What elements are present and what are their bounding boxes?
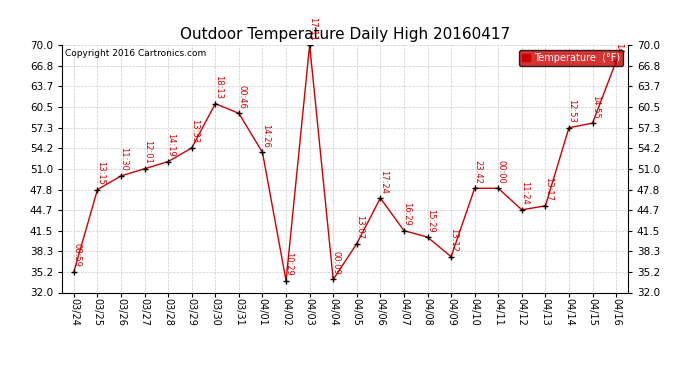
Text: 00:46: 00:46	[237, 85, 246, 109]
Text: 23:42: 23:42	[473, 160, 482, 184]
Text: 12:01: 12:01	[143, 141, 152, 164]
Text: 14:26: 14:26	[261, 124, 270, 148]
Text: 18:13: 18:13	[214, 75, 223, 99]
Text: 15:29: 15:29	[426, 209, 435, 232]
Text: 13:12: 13:12	[449, 228, 458, 252]
Text: 13:07: 13:07	[355, 215, 364, 239]
Text: 13:17: 13:17	[544, 177, 553, 201]
Text: 00:09: 00:09	[331, 251, 341, 275]
Text: 17:24: 17:24	[379, 170, 388, 194]
Text: 08:59: 08:59	[72, 243, 81, 267]
Title: Outdoor Temperature Daily High 20160417: Outdoor Temperature Daily High 20160417	[180, 27, 510, 42]
Text: 14:19: 14:19	[166, 133, 175, 157]
Text: 10:29: 10:29	[284, 252, 293, 276]
Text: 13:15: 13:15	[96, 161, 105, 185]
Text: 14:55: 14:55	[591, 95, 600, 118]
Legend: Temperature  (°F): Temperature (°F)	[520, 50, 623, 66]
Text: 11:30: 11:30	[119, 147, 128, 171]
Text: 11:24: 11:24	[520, 182, 529, 205]
Text: 16:29: 16:29	[402, 202, 411, 226]
Text: Copyright 2016 Cartronics.com: Copyright 2016 Cartronics.com	[65, 49, 206, 58]
Text: 13:33: 13:33	[190, 119, 199, 143]
Text: 17:11: 17:11	[308, 16, 317, 40]
Text: 00:00: 00:00	[497, 160, 506, 184]
Text: 14:: 14:	[614, 44, 624, 57]
Text: 12:53: 12:53	[567, 99, 576, 123]
